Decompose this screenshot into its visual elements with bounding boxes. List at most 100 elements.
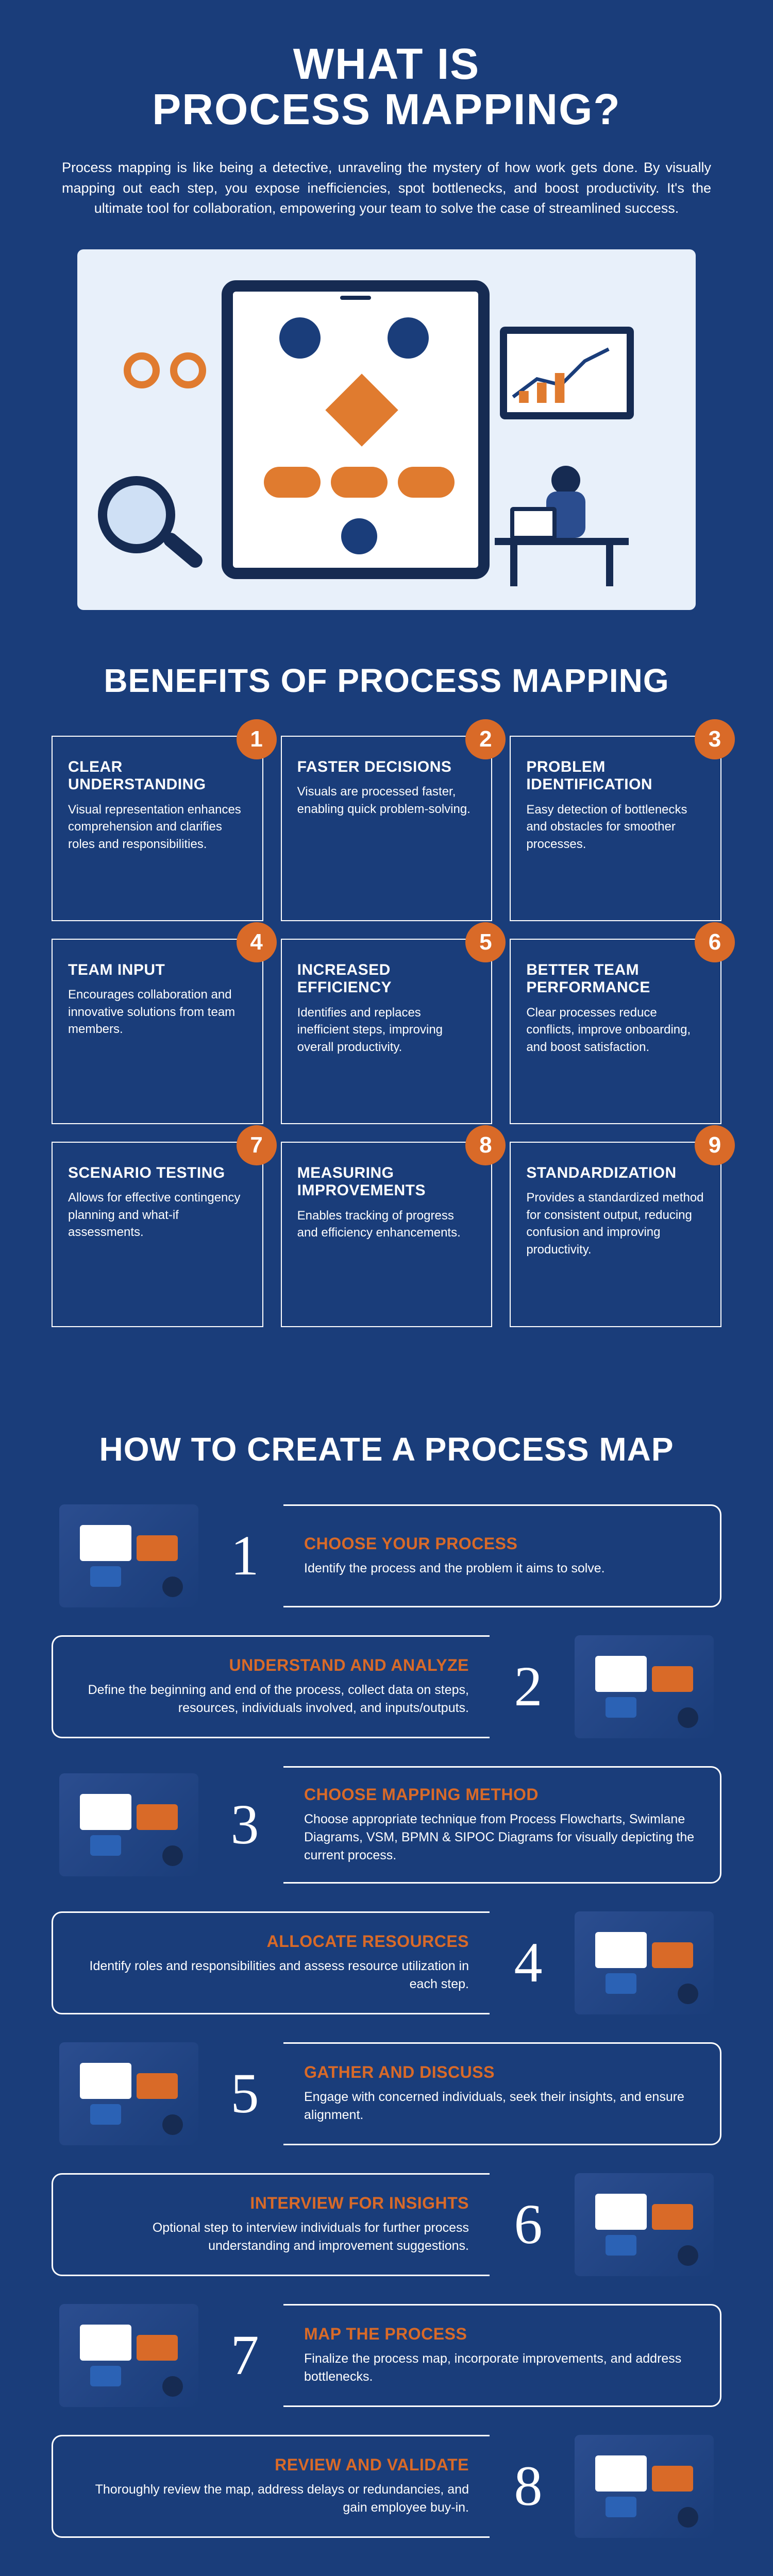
- decor-panel-icon: [595, 1932, 647, 1968]
- step-row: 4ALLOCATE RESOURCESIdentify roles and re…: [52, 1911, 721, 2014]
- decor-panel-icon: [90, 1835, 121, 1856]
- benefit-number-badge: 3: [695, 719, 735, 759]
- step-title: CHOOSE MAPPING METHOD: [304, 1785, 699, 1804]
- step-illustration: [567, 2435, 721, 2538]
- decor-panel-icon: [595, 2455, 647, 2492]
- benefit-title: BETTER TEAM PERFORMANCE: [526, 961, 705, 997]
- benefits-heading: BENEFITS OF PROCESS MAPPING: [52, 662, 721, 700]
- intro-paragraph: Process mapping is like being a detectiv…: [62, 158, 711, 218]
- decor-panel-icon: [137, 2335, 178, 2361]
- step-illustration-box: [59, 2042, 198, 2145]
- step-card: GATHER AND DISCUSSEngage with concerned …: [283, 2042, 721, 2145]
- decor-person-icon: [678, 2507, 698, 2528]
- steps-list: 1CHOOSE YOUR PROCESSIdentify the process…: [52, 1504, 721, 2576]
- benefit-card: 6BETTER TEAM PERFORMANCEClear processes …: [510, 939, 721, 1124]
- step-title: MAP THE PROCESS: [304, 2325, 699, 2344]
- decor-panel-icon: [595, 1656, 647, 1692]
- benefit-body: Provides a standardized method for consi…: [526, 1189, 705, 1258]
- hero-tablet: [222, 280, 490, 579]
- flow-node-icon: [279, 317, 321, 359]
- step-number: 8: [490, 2435, 567, 2538]
- decor-panel-icon: [606, 2497, 636, 2517]
- decor-person-icon: [678, 1707, 698, 1728]
- step-body: Thoroughly review the map, address delay…: [74, 2481, 469, 2517]
- benefit-title: TEAM INPUT: [68, 961, 247, 979]
- decor-panel-icon: [80, 2063, 131, 2099]
- step-title: CHOOSE YOUR PROCESS: [304, 1534, 699, 1553]
- decor-panel-icon: [90, 2366, 121, 2386]
- decor-panel-icon: [80, 1794, 131, 1830]
- flow-node-icon: [388, 317, 429, 359]
- step-title: ALLOCATE RESOURCES: [74, 1932, 469, 1951]
- step-title: INTERVIEW FOR INSIGHTS: [74, 2194, 469, 2213]
- flow-decision-icon: [325, 374, 398, 446]
- benefit-number-badge: 7: [237, 1125, 277, 1165]
- step-card: REVIEW AND VALIDATE Thoroughly review the…: [52, 2435, 490, 2538]
- step-row: 3 CHOOSE MAPPING METHOD Choose appropriate…: [52, 1766, 721, 1884]
- decor-panel-icon: [606, 1697, 636, 1718]
- benefit-number-badge: 2: [465, 719, 506, 759]
- decor-panel-icon: [90, 2104, 121, 2125]
- step-card: CHOOSE MAPPING METHOD Choose appropriate …: [283, 1766, 721, 1884]
- step-title: REVIEW AND VALIDATE: [74, 2455, 469, 2475]
- step-title: UNDERSTAND AND ANALYZE: [74, 1656, 469, 1675]
- benefit-card: 7SCENARIO TESTINGAllows for effective co…: [52, 1142, 263, 1327]
- decor-panel-icon: [652, 1942, 693, 1968]
- step-illustration-box: [575, 1635, 714, 1738]
- benefit-body: Easy detection of bottlenecks and obstac…: [526, 801, 705, 853]
- step-card: MAP THE PROCESSFinalize the process map,…: [283, 2304, 721, 2407]
- decor-panel-icon: [137, 1804, 178, 1830]
- step-number: 3: [206, 1766, 283, 1884]
- decor-person-icon: [162, 2114, 183, 2135]
- step-card: CHOOSE YOUR PROCESSIdentify the process …: [283, 1504, 721, 1607]
- decor-person-icon: [678, 1984, 698, 2004]
- decor-panel-icon: [137, 2073, 178, 2099]
- benefit-body: Clear processes reduce conflicts, improv…: [526, 1004, 705, 1056]
- benefit-card: 8MEASURING IMPROVEMENTSEnables tracking …: [281, 1142, 493, 1327]
- benefit-card: 4TEAM INPUTEncourages collaboration and …: [52, 939, 263, 1124]
- benefit-card: 9STANDARDIZATIONProvides a standardized …: [510, 1142, 721, 1327]
- step-row: 2UNDERSTAND AND ANALYZEDefine the beginn…: [52, 1635, 721, 1738]
- title-line-2: PROCESS MAPPING?: [152, 85, 620, 133]
- benefit-title: INCREASED EFFICIENCY: [297, 961, 476, 997]
- step-number: 4: [490, 1911, 567, 2014]
- decor-panel-icon: [652, 2204, 693, 2230]
- decor-panel-icon: [80, 2325, 131, 2361]
- benefit-number-badge: 5: [465, 922, 506, 962]
- benefit-title: STANDARDIZATION: [526, 1164, 705, 1182]
- decor-panel-icon: [606, 2235, 636, 2256]
- person-at-desk-icon: [495, 455, 629, 589]
- step-illustration: [567, 1635, 721, 1738]
- benefit-title: FASTER DECISIONS: [297, 758, 476, 776]
- step-body: Define the beginning and end of the proc…: [74, 1681, 469, 1717]
- benefit-body: Encourages collaboration and innovative …: [68, 986, 247, 1038]
- decor-person-icon: [162, 1845, 183, 1866]
- decor-person-icon: [678, 2245, 698, 2266]
- hero-illustration: [77, 249, 696, 610]
- flow-step-icon: [264, 467, 321, 498]
- benefit-number-badge: 9: [695, 1125, 735, 1165]
- benefit-title: SCENARIO TESTING: [68, 1164, 247, 1182]
- step-illustration: [52, 1504, 206, 1607]
- flow-node-icon: [341, 518, 377, 554]
- benefit-number-badge: 1: [237, 719, 277, 759]
- decor-panel-icon: [137, 1535, 178, 1561]
- step-illustration: [567, 1911, 721, 2014]
- decor-panel-icon: [80, 1525, 131, 1561]
- decor-panel-icon: [652, 2466, 693, 2492]
- benefit-body: Visual representation enhances comprehen…: [68, 801, 247, 853]
- step-body: Optional step to interview individuals f…: [74, 2219, 469, 2255]
- decor-panel-icon: [90, 1566, 121, 1587]
- step-card: INTERVIEW FOR INSIGHTS Optional step to i…: [52, 2173, 490, 2276]
- step-row: 5GATHER AND DISCUSSEngage with concerned…: [52, 2042, 721, 2145]
- page-title: WHAT IS PROCESS MAPPING?: [52, 41, 721, 132]
- step-card: ALLOCATE RESOURCESIdentify roles and res…: [52, 1911, 490, 2014]
- step-illustration: [52, 1766, 206, 1884]
- benefit-body: Allows for effective contingency plannin…: [68, 1189, 247, 1241]
- decor-panel-icon: [606, 1973, 636, 1994]
- benefit-card: 3PROBLEM IDENTIFICATIONEasy detection of…: [510, 736, 721, 921]
- step-row: 1CHOOSE YOUR PROCESSIdentify the process…: [52, 1504, 721, 1607]
- decor-panel-icon: [595, 2194, 647, 2230]
- step-body: Choose appropriate technique from Proces…: [304, 1810, 699, 1865]
- step-number: 5: [206, 2042, 283, 2145]
